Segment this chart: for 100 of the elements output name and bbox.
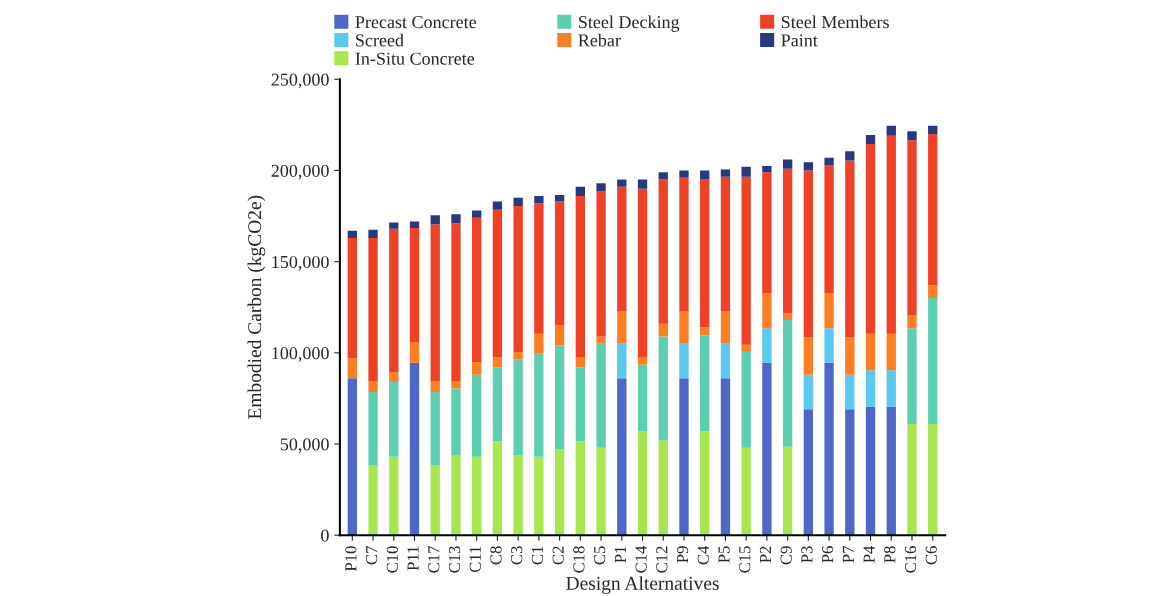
x-tick-label: P1 bbox=[614, 546, 626, 563]
bar bbox=[741, 176, 751, 345]
bar bbox=[347, 230, 357, 238]
bar bbox=[824, 293, 834, 329]
y-tick-label: 200,000 bbox=[271, 164, 329, 180]
bar bbox=[409, 341, 420, 363]
legend-label: In-Situ Concrete bbox=[355, 52, 475, 65]
legend-label: Precast Concrete bbox=[355, 16, 477, 29]
bar bbox=[907, 140, 917, 316]
x-tick-label: C5 bbox=[594, 546, 606, 565]
x-tick-label: C13 bbox=[448, 546, 461, 573]
x-tick-label: C15 bbox=[739, 546, 751, 573]
bar bbox=[886, 333, 896, 371]
y-tick-label: 50,000 bbox=[280, 438, 329, 454]
bar bbox=[492, 209, 503, 358]
x-tick-label: C6 bbox=[925, 546, 937, 565]
bar bbox=[720, 343, 731, 379]
bar bbox=[368, 237, 378, 382]
x-tick-label: P4 bbox=[863, 545, 875, 563]
bar bbox=[762, 165, 772, 173]
bar bbox=[824, 164, 834, 294]
y-tick-label: 250,000 bbox=[271, 73, 329, 89]
bar bbox=[389, 456, 399, 536]
y-tick-label: 0 bbox=[321, 529, 329, 542]
x-tick-label: C9 bbox=[780, 546, 792, 565]
bar bbox=[637, 431, 648, 536]
bar bbox=[430, 224, 440, 382]
bar bbox=[679, 343, 689, 379]
x-tick-label: P9 bbox=[676, 546, 689, 563]
bar bbox=[637, 188, 648, 358]
bar bbox=[534, 333, 544, 354]
bar bbox=[928, 125, 938, 134]
bar bbox=[865, 144, 876, 334]
bar bbox=[741, 344, 751, 352]
bar bbox=[845, 337, 855, 375]
bar bbox=[658, 323, 668, 337]
x-tick-label: C17 bbox=[428, 546, 440, 573]
bar bbox=[389, 382, 399, 457]
bar bbox=[637, 364, 648, 432]
bar bbox=[451, 381, 461, 389]
bar bbox=[845, 409, 855, 536]
bar bbox=[534, 203, 544, 334]
bar bbox=[492, 357, 503, 368]
x-axis-title: Design Alternatives bbox=[566, 576, 719, 594]
bar bbox=[865, 370, 876, 407]
bar bbox=[845, 151, 855, 161]
bar bbox=[617, 378, 627, 536]
bar bbox=[596, 336, 606, 344]
bar bbox=[513, 206, 523, 352]
legend-label: Steel Decking bbox=[579, 15, 680, 32]
y-tick-label: 100,000 bbox=[272, 347, 329, 362]
bar bbox=[865, 333, 876, 371]
bar bbox=[741, 166, 751, 177]
bar bbox=[596, 447, 606, 536]
bar bbox=[472, 456, 482, 536]
bar bbox=[679, 310, 689, 344]
x-tick-label: C7 bbox=[366, 546, 378, 565]
bar bbox=[575, 195, 586, 358]
bar bbox=[575, 186, 586, 196]
bar bbox=[554, 325, 565, 346]
bar bbox=[451, 214, 461, 224]
bar bbox=[845, 374, 855, 410]
legend-label: Rebar bbox=[578, 33, 621, 47]
x-tick-label: C10 bbox=[386, 546, 398, 573]
bar bbox=[658, 179, 668, 324]
bar bbox=[720, 310, 731, 344]
bar bbox=[409, 221, 420, 228]
x-tick-label: C3 bbox=[511, 546, 523, 565]
bar bbox=[782, 320, 793, 447]
x-tick-label: P5 bbox=[718, 546, 730, 563]
bar bbox=[430, 392, 440, 465]
bar bbox=[389, 228, 399, 372]
bar bbox=[824, 157, 834, 165]
bar bbox=[886, 135, 896, 334]
bar bbox=[803, 374, 814, 410]
bar bbox=[368, 392, 378, 465]
bar bbox=[513, 351, 523, 360]
bar bbox=[720, 176, 731, 311]
bar bbox=[679, 170, 689, 178]
bar bbox=[534, 195, 544, 204]
bar bbox=[720, 169, 731, 177]
bar bbox=[824, 362, 834, 536]
bar bbox=[492, 441, 503, 536]
bar bbox=[534, 353, 544, 457]
bar bbox=[368, 381, 378, 393]
x-tick-label: P6 bbox=[822, 546, 834, 563]
bar bbox=[637, 179, 648, 189]
x-tick-label: C16 bbox=[904, 546, 917, 573]
bar bbox=[575, 367, 586, 442]
bar bbox=[430, 464, 440, 536]
bar bbox=[928, 298, 938, 424]
bar bbox=[451, 388, 461, 455]
bar bbox=[617, 186, 627, 311]
bar bbox=[720, 378, 731, 536]
bar bbox=[886, 125, 896, 136]
bar bbox=[803, 162, 814, 171]
x-tick-label: P7 bbox=[842, 546, 854, 563]
bar bbox=[492, 201, 503, 210]
bar bbox=[782, 313, 793, 320]
x-tick-label: P10 bbox=[345, 546, 357, 572]
